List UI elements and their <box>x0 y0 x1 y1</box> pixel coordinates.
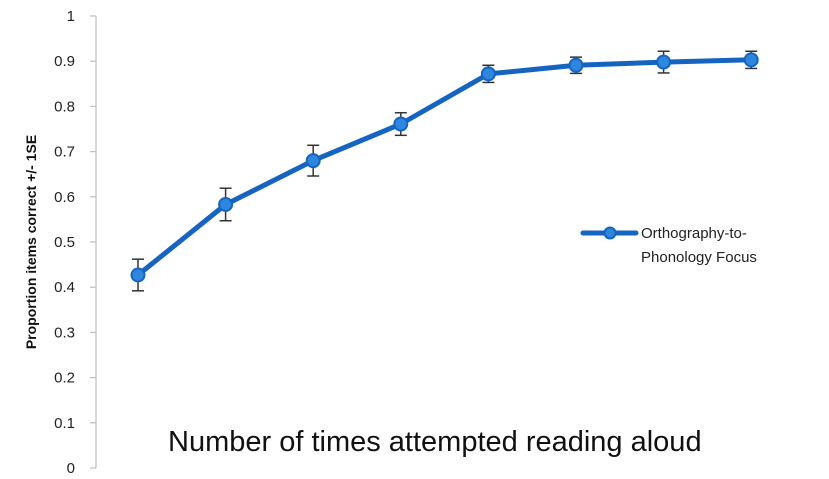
data-point <box>480 66 496 82</box>
y-tick-label: 0.4 <box>54 279 75 296</box>
y-tick-label: 0.9 <box>54 53 75 70</box>
y-axis-label: Proportion items correct +/- 1SE <box>23 135 39 349</box>
legend-swatch-marker <box>603 226 617 240</box>
y-tick-label: 0.2 <box>54 370 75 387</box>
y-tick-label: 1 <box>67 8 75 25</box>
legend-label-line-2: Phonology Focus <box>641 249 757 266</box>
y-tick-label: 0.5 <box>54 234 75 251</box>
series-line-orthography-to-phonology <box>135 57 754 278</box>
data-point <box>656 54 672 70</box>
y-axis-ticks: 0 0.1 0.2 0.3 0.4 0.5 0.6 0.7 0.8 0.9 1 <box>54 8 96 477</box>
data-point <box>568 57 584 73</box>
legend-label-line-1: Orthography-to- <box>641 225 747 242</box>
y-tick-label: 0.7 <box>54 144 75 161</box>
data-point <box>130 267 146 283</box>
legend: Orthography-to- Phonology Focus <box>580 225 757 266</box>
data-point <box>305 153 321 169</box>
data-point <box>218 196 234 212</box>
y-tick-label: 0.6 <box>54 189 75 206</box>
data-point <box>393 116 409 132</box>
y-tick-label: 0.8 <box>54 98 75 115</box>
y-tick-label: 0.1 <box>54 415 75 432</box>
data-point <box>743 52 759 68</box>
y-tick-label: 0.3 <box>54 324 75 341</box>
y-tick-label: 0 <box>67 460 75 477</box>
x-axis-label: Number of times attempted reading aloud <box>168 426 702 458</box>
data-points <box>130 52 759 283</box>
